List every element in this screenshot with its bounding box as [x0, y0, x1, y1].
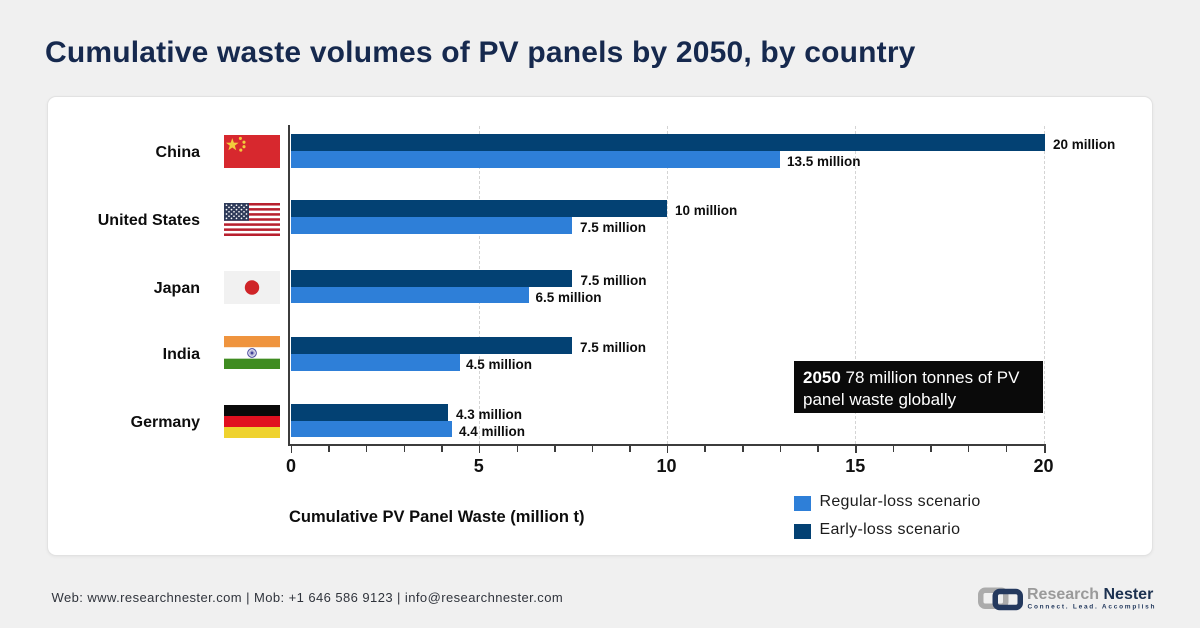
svg-text:Connect. Lead. Accomplish: Connect. Lead. Accomplish [1028, 603, 1157, 610]
svg-text:Research Nester: Research Nester [1027, 586, 1153, 603]
